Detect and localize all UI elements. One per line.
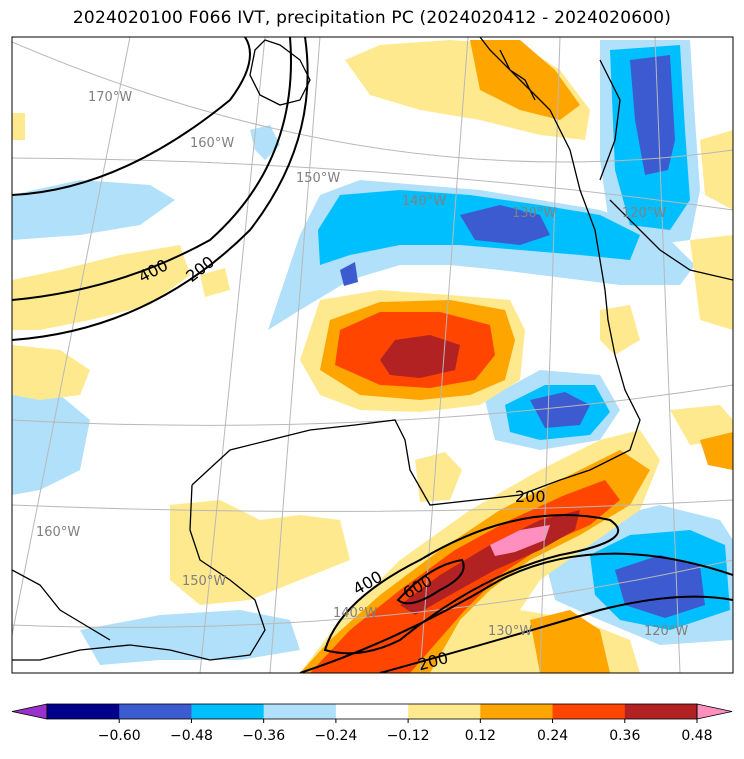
lon-label: 140°W (402, 194, 446, 209)
lon-label: 150°W (182, 574, 226, 589)
lon-label: 160°W (36, 525, 80, 540)
colorbar-swatch (191, 704, 265, 719)
map-frame (11, 36, 734, 674)
figure-title: 2024020100 F066 IVT, precipitation PC (2… (72, 8, 672, 28)
lon-label: 130°W (512, 206, 556, 221)
colorbar-swatch (47, 704, 120, 719)
colorbar-swatch (263, 704, 337, 719)
colorbar-tick-label: 0.48 (681, 728, 712, 744)
lon-label: 120°W (644, 624, 688, 639)
colorbar-tick-label: −0.48 (170, 728, 213, 744)
lon-label: 130°W (488, 624, 532, 639)
colorbar-tick-label: −0.12 (387, 728, 430, 744)
contour-label: 200 (515, 487, 546, 506)
colorbar-outline (46, 703, 698, 720)
map-panel: 170°W 160°W 150°W 140°W 130°W 120°W 160°… (12, 37, 733, 673)
lon-label: 170°W (88, 90, 132, 105)
lon-label: 120°W (622, 206, 666, 221)
colorbar-swatch (624, 704, 698, 719)
graticule (12, 37, 733, 673)
lon-label: 160°W (190, 136, 234, 151)
colorbar: −0.60 −0.48 −0.36 −0.24 −0.12 0.12 0.24 0.36 0.4… (11, 703, 733, 744)
lon-label: 150°W (296, 171, 340, 186)
colorbar-tick-label: −0.60 (98, 728, 141, 744)
colorbar-extend-high (696, 703, 733, 720)
positive-anomaly-extreme (490, 525, 550, 556)
colorbar-swatch (335, 704, 409, 719)
ivt-contours (12, 37, 733, 673)
colorbar-swatch (552, 704, 626, 719)
colorbar-tick-label: 0.24 (537, 728, 568, 744)
longitude-labels: 170°W 160°W 150°W 140°W 130°W 120°W 160°… (36, 90, 688, 639)
lon-label: 140°W (333, 606, 377, 621)
colorbar-tick-label: −0.36 (242, 728, 285, 744)
colorbar-extend-low (11, 703, 48, 720)
colorbar-swatch (408, 704, 481, 719)
coastlines (12, 37, 733, 661)
colorbar-swatch (480, 704, 554, 719)
colorbar-tick-label: 0.12 (465, 728, 496, 744)
colorbar-swatch (119, 704, 192, 719)
colorbar-tick-label: −0.24 (314, 728, 357, 744)
colorbar-tick-label: 0.36 (609, 728, 640, 744)
